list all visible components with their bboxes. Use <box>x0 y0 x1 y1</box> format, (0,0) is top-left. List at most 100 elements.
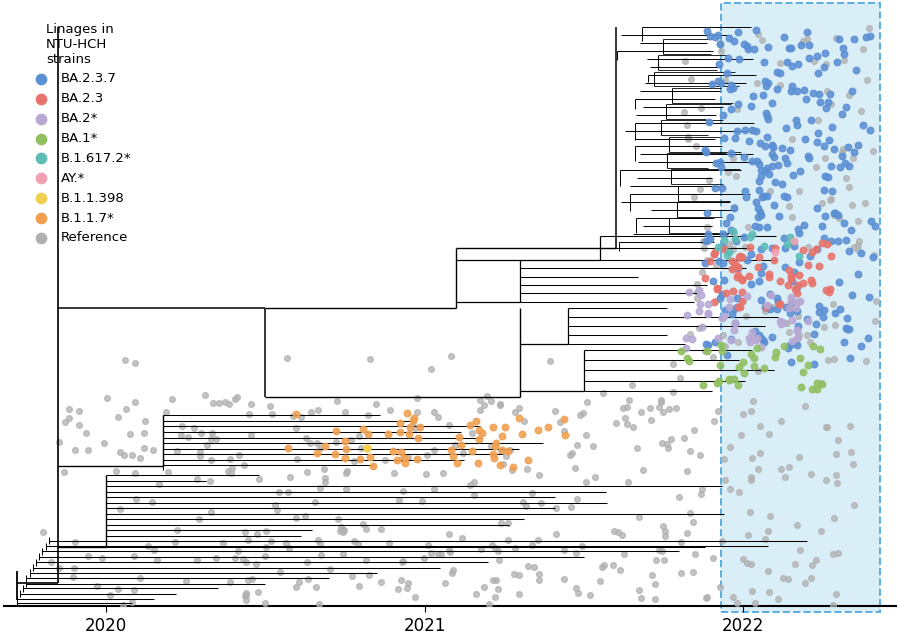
Point <box>112 504 127 514</box>
Point <box>762 187 777 197</box>
Point <box>318 473 332 483</box>
Point <box>760 111 775 121</box>
Point <box>243 399 257 409</box>
Point <box>717 75 732 85</box>
Point <box>804 573 818 583</box>
Point <box>701 236 716 246</box>
Point <box>693 298 707 309</box>
Point <box>699 222 714 232</box>
Point <box>203 455 218 465</box>
Point <box>868 221 883 231</box>
Point <box>699 339 714 349</box>
Point <box>203 507 218 517</box>
Point <box>448 440 463 450</box>
Point <box>742 507 757 518</box>
Point <box>751 366 765 376</box>
Point <box>802 250 816 261</box>
Point <box>689 293 704 303</box>
Point <box>711 242 725 252</box>
Point <box>722 302 736 312</box>
Point <box>843 225 858 235</box>
Point <box>300 467 314 477</box>
Point <box>717 454 732 464</box>
Point <box>282 543 296 553</box>
Point <box>751 212 765 222</box>
Point <box>758 305 772 316</box>
Point <box>706 553 720 564</box>
Point <box>189 555 203 565</box>
Point <box>727 318 742 328</box>
Point <box>719 288 733 298</box>
Point <box>850 216 865 226</box>
Point <box>238 527 252 537</box>
Point <box>765 98 779 108</box>
Point <box>238 591 252 601</box>
Point <box>606 560 620 571</box>
Point <box>701 309 716 319</box>
Point <box>711 75 725 86</box>
Point <box>299 433 313 443</box>
Point <box>678 56 692 66</box>
Point <box>716 183 730 193</box>
Point <box>622 395 636 405</box>
Point <box>680 528 694 538</box>
Point <box>712 59 726 69</box>
Point <box>648 579 662 589</box>
Point <box>726 263 741 273</box>
Point <box>735 287 750 297</box>
Point <box>671 491 686 502</box>
Point <box>687 192 701 203</box>
Point <box>824 186 839 196</box>
Point <box>782 201 796 212</box>
Point <box>819 102 833 112</box>
Point <box>789 337 804 347</box>
Point <box>813 96 827 107</box>
Point <box>250 529 265 539</box>
Point <box>819 239 833 249</box>
Point <box>753 166 768 176</box>
Point <box>706 276 720 286</box>
Point <box>845 290 859 300</box>
Point <box>854 341 868 351</box>
Point <box>822 134 836 144</box>
Point <box>725 83 740 93</box>
Point <box>772 211 787 221</box>
Point <box>764 332 778 343</box>
Point <box>824 194 838 204</box>
Point <box>824 161 839 171</box>
Point <box>181 432 195 442</box>
Point <box>745 327 760 337</box>
Point <box>679 343 693 353</box>
Point <box>653 395 668 405</box>
Point <box>116 599 130 610</box>
Point <box>765 140 779 150</box>
Point <box>805 278 819 288</box>
Point <box>818 211 832 221</box>
Point <box>788 559 802 569</box>
Point <box>223 454 238 464</box>
Point <box>361 429 375 439</box>
Point <box>862 292 877 302</box>
Point <box>757 190 771 201</box>
Point <box>634 406 648 417</box>
Point <box>301 574 315 585</box>
Point <box>754 171 769 181</box>
Point <box>202 475 217 486</box>
Point <box>289 581 303 592</box>
Point <box>194 427 209 438</box>
Point <box>793 353 807 364</box>
Point <box>673 537 688 547</box>
Point <box>608 527 622 537</box>
Point <box>395 486 410 496</box>
Point <box>592 576 607 587</box>
Point <box>753 207 768 217</box>
Point <box>359 524 374 534</box>
Point <box>431 412 446 422</box>
Point <box>526 562 541 572</box>
Point <box>133 573 148 583</box>
Point <box>746 91 760 102</box>
Point <box>743 279 758 289</box>
Point <box>760 300 774 311</box>
Point <box>400 583 414 593</box>
Point <box>467 490 482 500</box>
